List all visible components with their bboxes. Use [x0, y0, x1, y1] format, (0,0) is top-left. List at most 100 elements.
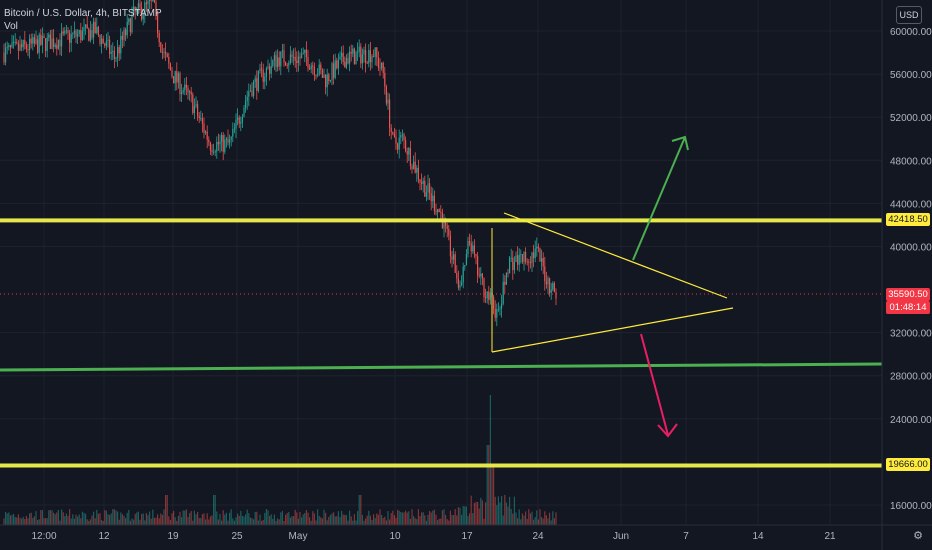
candle-body: [435, 210, 437, 213]
candle-body: [49, 34, 51, 50]
volume-bar: [325, 512, 327, 525]
countdown-tag: 01:48:14: [886, 301, 930, 314]
candle-body: [21, 44, 23, 48]
candle-body: [77, 34, 79, 37]
volume-bar: [235, 517, 237, 525]
volume-bar: [317, 509, 319, 525]
candle-body: [520, 254, 522, 256]
volume-bar: [499, 502, 501, 525]
volume-bar: [373, 514, 375, 525]
candle-body: [155, 2, 157, 11]
candle-body: [193, 106, 195, 114]
candle-body: [379, 67, 381, 69]
candle-body: [321, 69, 323, 78]
volume-bar: [27, 518, 29, 525]
candle-body: [93, 21, 95, 38]
candle-body: [510, 257, 512, 259]
volume-bar: [19, 517, 21, 525]
breakout-up-arrowhead: [671, 135, 689, 151]
volume-bar: [443, 509, 445, 525]
volume-bar: [112, 509, 114, 525]
volume-bar: [382, 518, 384, 525]
candle-body: [467, 241, 469, 254]
volume-bar: [470, 495, 472, 525]
candle-body: [198, 115, 200, 119]
candle-body: [472, 245, 474, 252]
candle-body: [371, 55, 373, 63]
volume-bar: [190, 511, 192, 525]
candle-body: [537, 246, 539, 249]
currency-button[interactable]: USD: [896, 6, 922, 24]
volume-bar: [486, 445, 488, 525]
candle-body: [502, 281, 504, 304]
volume-label[interactable]: Vol: [4, 21, 18, 32]
candle-body: [134, 6, 136, 12]
candle-body: [67, 30, 69, 33]
candle-body: [112, 50, 114, 52]
symbol-title[interactable]: Bitcoin / U.S. Dollar, 4h, BITSTAMP: [4, 8, 162, 19]
candle-body: [144, 2, 146, 15]
volume-bar: [414, 518, 416, 525]
candle-body: [229, 139, 231, 143]
volume-bar: [3, 518, 5, 525]
volume-bar: [547, 518, 549, 525]
candle-body: [190, 91, 192, 95]
volume-bar: [341, 511, 343, 525]
volume-bar: [89, 519, 91, 525]
volume-bar: [131, 518, 133, 525]
candle-body: [301, 54, 303, 59]
candle-body: [312, 65, 314, 67]
y-axis-tick-label: 60000.00: [890, 27, 932, 38]
gear-icon[interactable]: ⚙: [913, 530, 923, 542]
volume-bar: [197, 511, 199, 525]
volume-bar: [269, 515, 271, 525]
x-axis-tick-label: 21: [824, 531, 836, 542]
volume-bar: [94, 518, 96, 525]
volume-bar: [80, 518, 82, 525]
candle-body: [64, 30, 66, 34]
volume-bar: [16, 517, 18, 525]
candle-body: [181, 92, 183, 95]
volume-bar: [107, 514, 109, 525]
candle-body: [126, 21, 128, 36]
candle-body: [46, 37, 48, 51]
volume-bar: [48, 510, 50, 525]
support-line: [0, 463, 882, 468]
candle-body: [384, 72, 386, 87]
candle-body: [531, 252, 533, 264]
volume-bar: [5, 511, 7, 525]
candle-body: [302, 52, 304, 55]
y-axis-tick-label: 48000.00: [890, 156, 932, 167]
candle-body: [171, 70, 173, 77]
candle-body: [553, 283, 555, 293]
candle-body: [232, 128, 234, 137]
candle-body: [243, 107, 245, 117]
candle-body: [125, 29, 127, 36]
volume-bar: [307, 512, 309, 525]
volume-bar: [299, 512, 301, 525]
candle-body: [214, 151, 216, 153]
volume-bar: [349, 510, 351, 525]
volume-bar: [478, 508, 480, 525]
volume-bar: [462, 505, 464, 525]
x-axis-tick-label: 14: [752, 531, 764, 542]
candle-body: [27, 49, 29, 51]
candle-body: [224, 139, 226, 152]
candle-body: [480, 273, 482, 277]
candle-body: [173, 76, 175, 84]
volume-bar: [177, 515, 179, 525]
candle-body: [286, 65, 288, 67]
candle-body: [355, 52, 357, 65]
volume-bar: [288, 511, 290, 525]
volume-bar: [555, 512, 557, 525]
candle-body: [117, 47, 119, 58]
y-axis-tick-label: 24000.00: [890, 415, 932, 426]
candle-body: [11, 42, 13, 48]
volume-bar: [491, 465, 493, 525]
volume-bar: [525, 511, 527, 525]
volume-bar: [438, 518, 440, 525]
volume-bar: [464, 506, 466, 525]
candle-body: [550, 289, 552, 293]
